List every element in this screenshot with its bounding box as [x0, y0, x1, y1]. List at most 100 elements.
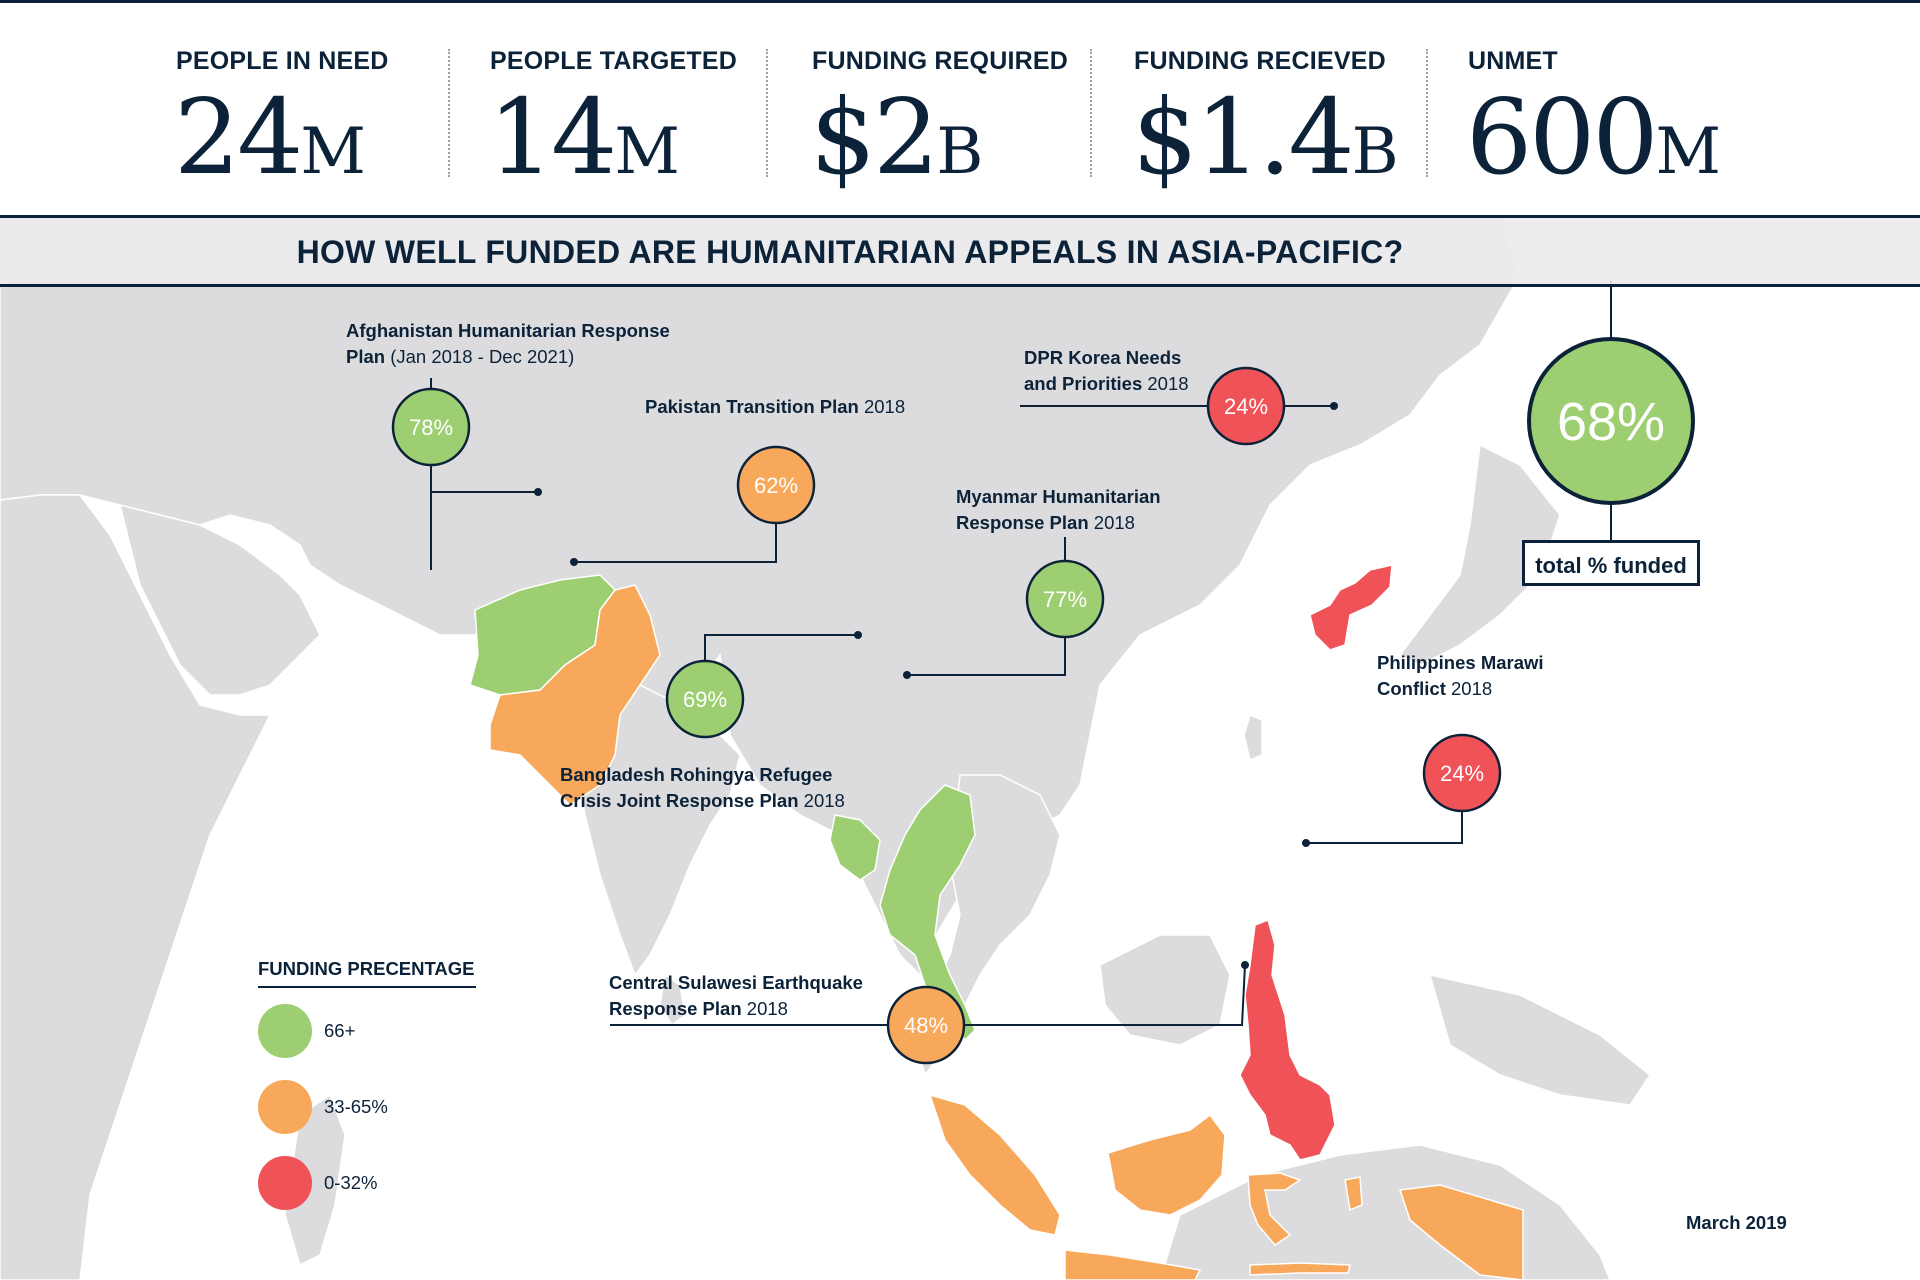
- country-philippines: [1239, 919, 1336, 1161]
- map-title: HOW WELL FUNDED ARE HUMANITARIAN APPEALS…: [296, 234, 1404, 270]
- label-line: Philippines Marawi: [1377, 652, 1544, 673]
- label-bangladesh: Bangladesh Rohingya Refugee Crisis Joint…: [560, 762, 845, 814]
- dot-philippines: [1302, 839, 1310, 847]
- label-year: 2018: [1147, 373, 1189, 394]
- leader-bangladesh: [704, 634, 858, 668]
- divider: [766, 49, 768, 177]
- label-afghanistan: Afghanistan Humanitarian Response Plan (…: [346, 318, 670, 370]
- label-line: Crisis Joint Response Plan: [560, 790, 799, 811]
- label-line: Plan: [346, 346, 386, 367]
- island-nusa: [1249, 1262, 1351, 1276]
- label-line: Afghanistan Humanitarian Response: [346, 320, 670, 341]
- label-line: Bangladesh Rohingya Refugee: [560, 764, 833, 785]
- divider: [448, 49, 450, 177]
- total-percent: 68%: [1557, 392, 1665, 452]
- map-svg: 78% 62% 24% 77% 69% 24% 48% 68%: [0, 215, 1920, 1280]
- dot-pakistan: [570, 558, 578, 566]
- appeal-circle: [1025, 559, 1105, 639]
- land-madagascar: [284, 1093, 346, 1267]
- label-year: 2018: [1451, 678, 1493, 699]
- dot-bangladesh: [854, 631, 862, 639]
- top-rule: [0, 0, 1920, 3]
- divider: [1090, 49, 1092, 177]
- country-myanmar: [879, 784, 976, 1042]
- stat-label: PEOPLE IN NEED: [176, 47, 389, 75]
- dot-sulawesi: [1241, 961, 1249, 969]
- island-maluku: [1344, 1176, 1363, 1212]
- appeal-percent: 48%: [904, 1013, 948, 1038]
- stat-value: $2B: [810, 76, 984, 198]
- appeal-circles: 78% 62% 24% 77% 69% 24% 48% 68%: [391, 337, 1695, 1065]
- island-kalimantan: [1107, 1113, 1226, 1216]
- label-line: Myanmar Humanitarian: [956, 486, 1161, 507]
- stat-label: FUNDING RECIEVED: [1134, 47, 1386, 75]
- label-year: 2018: [863, 396, 906, 417]
- land-sri-lanka: [659, 973, 686, 1027]
- dot-afghanistan: [534, 488, 542, 496]
- island-papua: [1398, 1184, 1524, 1280]
- appeal-percent: 24%: [1440, 761, 1484, 786]
- title-band: HOW WELL FUNDED ARE HUMANITARIAN APPEALS…: [0, 215, 1920, 287]
- label-line: Central Sulawesi Earthquake: [609, 972, 863, 993]
- land-taiwan: [1243, 713, 1263, 762]
- legend-swatch: [258, 1156, 312, 1210]
- legend-swatch: [258, 1004, 312, 1058]
- stat-label: FUNDING REQUIRED: [812, 47, 1068, 75]
- appeal-percent: 78%: [409, 415, 453, 440]
- land-africa: [0, 494, 272, 1280]
- label-year: 2018: [1093, 512, 1135, 533]
- island-sumatra: [928, 1093, 1061, 1236]
- land-japan: [1398, 443, 1561, 666]
- legend-label: 0-32%: [324, 1172, 378, 1193]
- legend-label: 33-65%: [324, 1096, 388, 1117]
- leader-pakistan: [574, 523, 777, 563]
- stat-label: UNMET: [1468, 47, 1558, 75]
- label-philippines: Philippines Marawi Conflict 2018: [1377, 650, 1544, 702]
- country-bangladesh: [829, 814, 881, 881]
- label-line: Pakistan Transition Plan: [645, 396, 859, 417]
- label-pakistan: Pakistan Transition Plan 2018: [645, 394, 905, 420]
- stat-label: PEOPLE TARGETED: [490, 47, 738, 75]
- leader-dots: [534, 402, 1338, 969]
- total-funded-label: total % funded: [1522, 540, 1700, 586]
- appeal-percent: 69%: [683, 687, 727, 712]
- label-line: Response Plan: [956, 512, 1089, 533]
- land-arabia: [118, 503, 321, 696]
- label-dprk: DPR Korea Needs and Priorities 2018: [1024, 345, 1189, 397]
- label-line: and Priorities: [1024, 373, 1143, 394]
- stats-header: PEOPLE IN NEED 24M PEOPLE TARGETED 14M F…: [0, 3, 1920, 215]
- legend-label: 66+: [324, 1020, 356, 1041]
- country-dprk: [1309, 564, 1393, 651]
- label-line: Response Plan: [609, 998, 742, 1019]
- label-year: 2018: [803, 790, 845, 811]
- appeal-percent: 77%: [1043, 587, 1087, 612]
- country-indonesia: [928, 1093, 1524, 1280]
- appeal-circle: [886, 985, 966, 1065]
- appeal-circle: [391, 387, 471, 467]
- appeal-percent: 62%: [754, 473, 798, 498]
- dot-dprk: [1330, 402, 1338, 410]
- map: 78% 62% 24% 77% 69% 24% 48% 68%: [0, 215, 1920, 1280]
- land-new-guinea: [1428, 973, 1652, 1106]
- stat-value: 14M: [488, 76, 680, 198]
- legend-swatch: [258, 1080, 312, 1134]
- label-line: DPR Korea Needs: [1024, 347, 1182, 368]
- label-sulawesi: Central Sulawesi Earthquake Response Pla…: [609, 970, 863, 1022]
- appeal-circle: [1206, 366, 1286, 446]
- island-java: [1064, 1249, 1202, 1280]
- dot-myanmar: [903, 671, 911, 679]
- label-myanmar: Myanmar Humanitarian Response Plan 2018: [956, 484, 1161, 536]
- label-year: 2018: [746, 998, 788, 1019]
- island-sulawesi: [1247, 1172, 1302, 1246]
- date-stamp: March 2019: [1686, 1212, 1787, 1233]
- total-circle: [1527, 337, 1695, 505]
- label-year: (Jan 2018 - Dec 2021): [390, 346, 575, 367]
- stat-value: 600M: [1466, 76, 1722, 198]
- appeal-circle: [665, 659, 745, 739]
- appeal-percent: 24%: [1224, 394, 1268, 419]
- label-line: Conflict: [1377, 678, 1446, 699]
- appeal-circle: [736, 445, 816, 525]
- country-pakistan: [489, 584, 661, 806]
- appeal-circle: [1422, 733, 1502, 813]
- divider: [1426, 49, 1428, 177]
